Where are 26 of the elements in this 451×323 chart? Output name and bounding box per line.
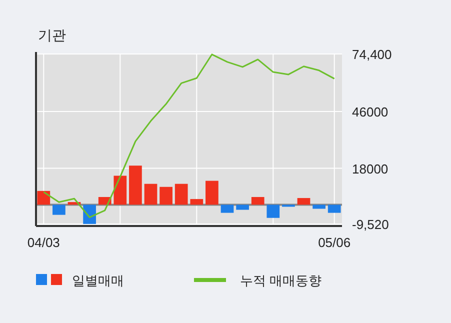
bar [190, 199, 204, 205]
bar [328, 204, 341, 213]
bar [266, 204, 280, 218]
y-tick-label: 74,400 [352, 47, 392, 62]
legend-label: 누적 매매동향 [240, 273, 322, 288]
x-tick-label: 04/03 [27, 235, 60, 250]
line-series [42, 54, 336, 218]
y-tick-label: 46000 [352, 104, 388, 120]
bar [206, 180, 218, 205]
bar [52, 204, 66, 215]
bar [220, 204, 234, 213]
bar [144, 184, 158, 205]
y-tick-label: 18000 [352, 161, 388, 176]
bar [236, 204, 249, 210]
x-tick-label: 05/06 [318, 235, 351, 250]
bar [37, 190, 50, 205]
y-tick-label: -9,520 [352, 217, 389, 232]
bar [160, 186, 172, 205]
bar [251, 197, 264, 205]
bar [129, 166, 142, 205]
legend-label: 일별매매 [72, 273, 124, 288]
bar [312, 204, 326, 209]
bar [174, 184, 188, 205]
bar [297, 198, 310, 205]
bar [114, 176, 127, 205]
chart-title: 기관 [38, 27, 66, 43]
